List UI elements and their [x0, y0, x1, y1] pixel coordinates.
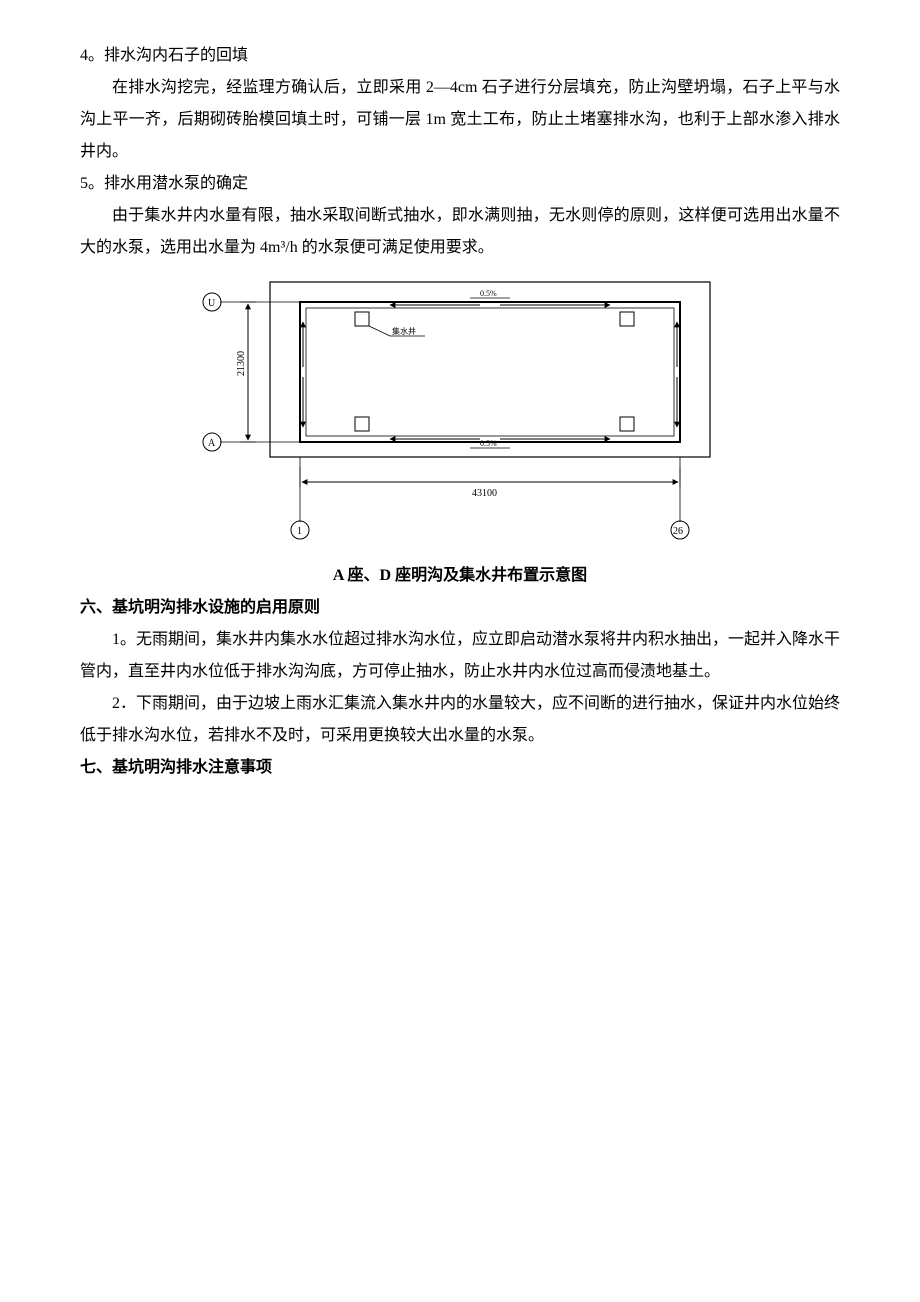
para-5-title: 5。排水用潜水泵的确定	[80, 168, 840, 200]
text: 七、基坑明沟排水注意事项	[80, 759, 272, 776]
num: 4。	[80, 47, 104, 64]
title: 排水用潜水泵的确定	[104, 175, 248, 192]
dim-h-value: 43100	[472, 488, 497, 499]
para-4-body: 在排水沟挖完，经监理方确认后，立即采用 2—4cm 石子进行分层填充，防止沟壁坍…	[80, 72, 840, 168]
para-6b: 2．下雨期间，由于边坡上雨水汇集流入集水井内的水量较大，应不间断的进行抽水，保证…	[80, 688, 840, 752]
sump-label: 集水井	[392, 326, 416, 336]
heading-6: 六、基坑明沟排水设施的启用原则	[80, 592, 840, 624]
axis-label-A: A	[208, 438, 216, 449]
heading-7: 七、基坑明沟排水注意事项	[80, 752, 840, 784]
para-4-title: 4。排水沟内石子的回填	[80, 40, 840, 72]
dim-v-value: 21300	[236, 351, 247, 376]
para-6a: 1。无雨期间，集水井内集水水位超过排水沟水位，应立即启动潜水泵将井内积水抽出，一…	[80, 624, 840, 688]
sump-leader	[369, 326, 390, 336]
sump-well	[355, 312, 369, 326]
axis-label-U: U	[208, 298, 216, 309]
sump-well	[620, 312, 634, 326]
sump-well	[620, 417, 634, 431]
slope-label: 0.5%	[480, 439, 497, 448]
sump-well	[355, 417, 369, 431]
text: 1。无雨期间，集水井内集水水位超过排水沟水位，应立即启动潜水泵将井内积水抽出，一…	[80, 624, 840, 688]
text: 在排水沟挖完，经监理方确认后，立即采用 2—4cm 石子进行分层填充，防止沟壁坍…	[80, 72, 840, 168]
para-5-body: 由于集水井内水量有限，抽水采取间断式抽水，即水满则抽，无水则停的原则，这样便可选…	[80, 200, 840, 264]
slope-label: 0.5%	[480, 289, 497, 298]
axis-label-1: 1	[297, 526, 302, 537]
axis-label-26: 26	[673, 526, 683, 537]
text: 由于集水井内水量有限，抽水采取间断式抽水，即水满则抽，无水则停的原则，这样便可选…	[80, 200, 840, 264]
layout-diagram: 集水井 0.5% 0.5% U A 1 26 43100 21300	[190, 272, 730, 552]
num: 5。	[80, 175, 104, 192]
text: 2．下雨期间，由于边坡上雨水汇集流入集水井内的水量较大，应不间断的进行抽水，保证…	[80, 688, 840, 752]
diagram-caption: A 座、D 座明沟及集水井布置示意图	[80, 560, 840, 592]
inner-rect	[300, 302, 680, 442]
title: 排水沟内石子的回填	[104, 47, 248, 64]
